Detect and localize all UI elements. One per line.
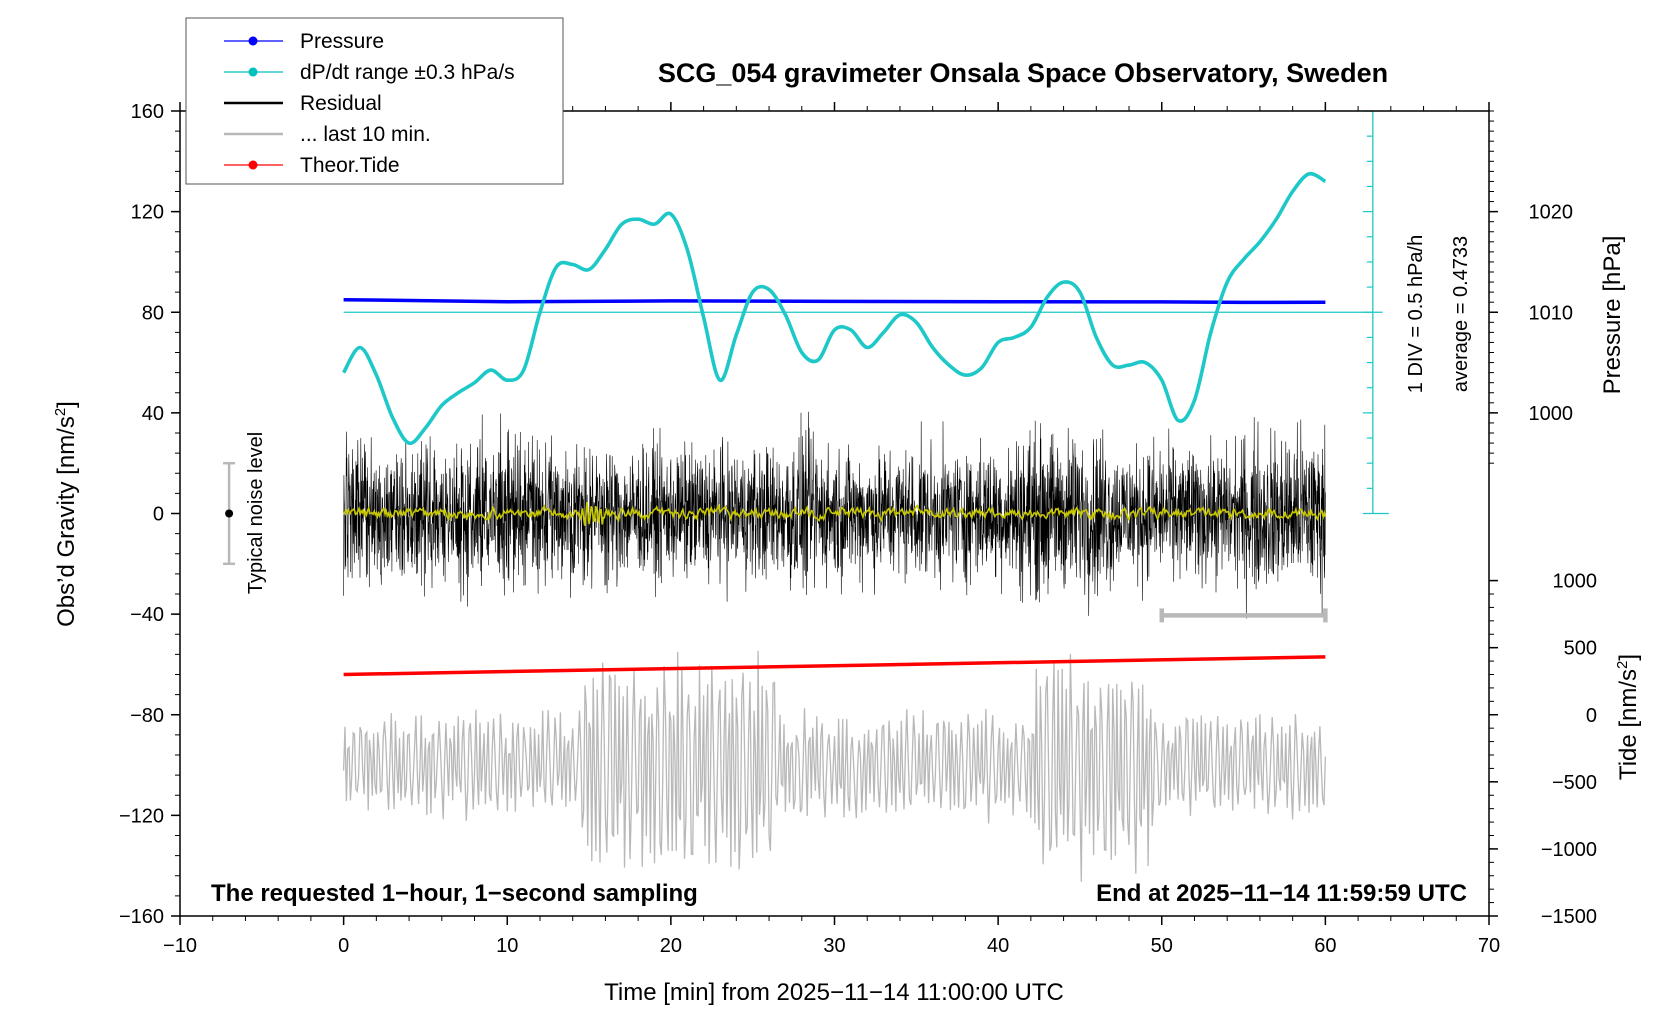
average-label: average = 0.4733 bbox=[1450, 236, 1472, 392]
end-time-note: End at 2025−11−14 11:59:59 UTC bbox=[1096, 880, 1467, 907]
sampling-note: The requested 1−hour, 1−second sampling bbox=[211, 880, 698, 907]
tide-series-line bbox=[343, 655, 1326, 677]
y-tick-label: 40 bbox=[142, 403, 164, 425]
y-tick-label: −120 bbox=[119, 805, 164, 827]
last10-series-line bbox=[342, 650, 1327, 882]
legend-label: Residual bbox=[300, 92, 382, 115]
div-label: 1 DIV = 0.5 hPa/h bbox=[1405, 235, 1427, 393]
tide-tick-label: −1000 bbox=[1541, 839, 1597, 861]
tide-tick-label: 1000 bbox=[1553, 571, 1598, 593]
pressure-axis-title: Pressure [hPa] bbox=[1599, 236, 1626, 395]
x-tick-label: 40 bbox=[987, 935, 1009, 957]
legend-marker bbox=[248, 160, 258, 170]
pressure-tick-label: 1020 bbox=[1529, 202, 1574, 224]
y-tick-label: −80 bbox=[130, 705, 164, 727]
x-tick-label: 0 bbox=[338, 935, 349, 957]
chart-title: SCG_054 gravimeter Onsala Space Observat… bbox=[658, 58, 1388, 88]
x-tick-label: −10 bbox=[163, 935, 197, 957]
y-tick-label: −40 bbox=[130, 604, 164, 626]
x-tick-label: 10 bbox=[496, 935, 518, 957]
tide-axis-title: Tide [nm/s2] bbox=[1614, 654, 1642, 780]
y-axis-title: Obs’d Gravity [nm/s2] bbox=[52, 401, 80, 627]
pressure-series-line bbox=[343, 297, 1326, 305]
y-tick-label: −160 bbox=[119, 906, 164, 928]
tide-tick-label: −500 bbox=[1552, 772, 1597, 794]
residual-series-line bbox=[343, 411, 1326, 619]
x-tick-label: 30 bbox=[823, 935, 845, 957]
x-tick-label: 20 bbox=[660, 935, 682, 957]
legend-marker bbox=[248, 67, 258, 77]
tide-tick-label: −1500 bbox=[1541, 906, 1597, 928]
pressure-tick-label: 1010 bbox=[1529, 302, 1574, 324]
legend-label: dP/dt range ±0.3 hPa/s bbox=[300, 61, 515, 84]
legend: Pressure dP/dt range ±0.3 hPa/s Residual..… bbox=[185, 17, 564, 185]
tide-tick-label: 0 bbox=[1586, 705, 1597, 727]
y-tick-label: 160 bbox=[131, 101, 164, 123]
y-tick-label: 0 bbox=[153, 504, 164, 526]
x-axis-title: Time [min] from 2025−11−14 11:00:00 UTC bbox=[604, 979, 1064, 1006]
x-tick-label: 70 bbox=[1478, 935, 1500, 957]
noise-bar-dot bbox=[225, 509, 234, 518]
legend-label: Pressure bbox=[300, 30, 384, 53]
dpdt-series-line bbox=[342, 171, 1327, 445]
x-tick-label: 50 bbox=[1151, 935, 1173, 957]
y-tick-label: 120 bbox=[131, 202, 164, 224]
legend-label: ... last 10 min. bbox=[300, 123, 431, 146]
legend-box bbox=[185, 17, 564, 185]
noise-label: Typical noise level bbox=[245, 432, 267, 594]
y-tick-label: 80 bbox=[142, 302, 164, 324]
legend-label: Theor.Tide bbox=[300, 154, 400, 177]
legend-marker bbox=[248, 36, 258, 46]
tide-tick-label: 500 bbox=[1564, 638, 1597, 660]
residual-smooth-line bbox=[342, 502, 1327, 526]
x-tick-label: 60 bbox=[1314, 935, 1336, 957]
pressure-tick-label: 1000 bbox=[1529, 403, 1574, 425]
